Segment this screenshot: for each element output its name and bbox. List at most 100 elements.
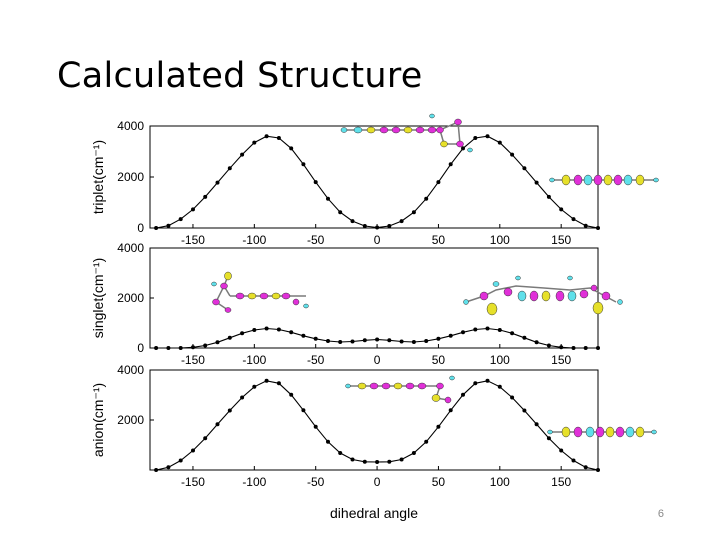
panel-triplet: -150 -100 -50 0 50 100 150 0 2000 4000 triplet(c…: [90, 119, 600, 247]
anion-data-point: [522, 408, 527, 413]
anion-data-point: [313, 424, 318, 429]
triplet-data-point: [387, 224, 392, 228]
triplet-data-point: [350, 219, 355, 224]
molecule-inset-triplet-twisted: [340, 113, 473, 153]
triplet-data-point: [276, 136, 281, 140]
anion-data-point: [350, 457, 355, 462]
anion-data-point: [596, 468, 600, 472]
triplet-y-tick-label: 0: [137, 221, 144, 235]
anion-x-tick-label: -150: [181, 475, 205, 489]
triplet-data-point: [485, 134, 490, 139]
molecule-inset-singlet-bent: [463, 275, 623, 316]
singlet-x-ticks: -150 -100 -50 0 50 100 150: [181, 344, 572, 367]
singlet-data-point: [215, 340, 220, 345]
singlet-data-point: [534, 340, 539, 345]
anion-y-tick-label: 4000: [117, 363, 144, 377]
anion-data-point: [203, 436, 208, 441]
anion-data-point: [154, 468, 159, 472]
triplet-data-point: [399, 219, 404, 224]
anion-data-point: [338, 451, 343, 455]
triplet-data-point: [424, 196, 429, 201]
triplet-x-tick-label: -50: [307, 233, 325, 247]
anion-data-point: [215, 422, 220, 427]
anion-data-point: [362, 459, 367, 464]
anion-y-tick-label: 2000: [117, 413, 144, 427]
anion-data-point: [387, 459, 392, 464]
singlet-data-point: [522, 335, 527, 340]
slide-title: Calculated Structure: [57, 56, 423, 96]
singlet-data-point: [240, 331, 245, 336]
anion-data-point: [276, 381, 281, 386]
singlet-data-point: [289, 330, 294, 335]
singlet-data-point: [178, 346, 183, 350]
singlet-data-point: [399, 339, 404, 344]
singlet-data-point: [448, 333, 453, 338]
triplet-data-point: [326, 196, 330, 201]
singlet-data-point: [227, 335, 232, 340]
anion-data-point: [178, 458, 183, 463]
singlet-data-point: [326, 339, 330, 343]
anion-x-tick-label: -100: [242, 475, 266, 489]
triplet-data-point: [510, 152, 515, 157]
triplet-data-point: [203, 194, 208, 199]
anion-data-point: [436, 424, 441, 429]
triplet-data-point: [559, 207, 564, 212]
triplet-data-point: [473, 136, 478, 140]
anion-data-point: [583, 465, 588, 470]
anion-data-point: [227, 408, 232, 413]
singlet-data-point: [154, 346, 159, 350]
molecule-inset-anion-planar: [547, 426, 657, 438]
singlet-data-point: [424, 339, 429, 343]
singlet-y-tick-label: 0: [137, 341, 144, 355]
anion-data-point: [424, 439, 429, 444]
singlet-x-tick-label: -100: [242, 353, 266, 367]
triplet-data-point: [289, 146, 294, 151]
triplet-y-ticks: 0 2000 4000: [117, 119, 154, 235]
anion-data-point: [411, 451, 416, 455]
triplet-data-point: [497, 140, 502, 145]
anion-data-point: [485, 378, 490, 383]
singlet-y-axis-title: singlet(cm⁻¹): [90, 258, 106, 339]
triplet-data-point: [522, 166, 527, 171]
triplet-x-tick-label: 0: [374, 233, 381, 247]
anion-data-point: [497, 384, 502, 389]
triplet-data-point: [227, 166, 232, 171]
panel-singlet: -150 -100 -50 0 50 100 150 0 2000 4000 singlet(c…: [90, 241, 600, 367]
anion-data-point: [252, 384, 257, 389]
anion-y-ticks: 2000 4000: [117, 363, 154, 427]
anion-data-point: [240, 395, 245, 400]
anion-data-point: [264, 378, 269, 383]
triplet-data-point: [596, 226, 600, 230]
singlet-x-tick-label: 0: [374, 353, 381, 367]
triplet-y-axis-title: triplet(cm⁻¹): [90, 140, 106, 214]
triplet-data-point: [215, 180, 220, 185]
singlet-data-point: [313, 336, 318, 341]
triplet-x-tick-label: 100: [490, 233, 510, 247]
triplet-data-point: [534, 180, 539, 185]
triplet-x-tick-label: -150: [181, 233, 205, 247]
triplet-data-point: [313, 180, 318, 185]
panel-anion: -150 -100 -50 0 50 100 150 2000 4000 anion(cm⁻¹…: [90, 363, 600, 521]
singlet-data-point: [571, 346, 576, 350]
singlet-data-point: [338, 340, 343, 344]
anion-x-tick-label: -50: [307, 475, 325, 489]
singlet-data-point: [436, 336, 441, 341]
anion-y-axis-title: anion(cm⁻¹): [90, 383, 106, 457]
triplet-data-point: [411, 210, 416, 215]
singlet-x-tick-label: 50: [432, 353, 446, 367]
triplet-y-tick-label: 4000: [117, 119, 144, 133]
triplet-data-point: [571, 217, 576, 222]
molecule-inset-anion-twisted: [345, 375, 455, 404]
anion-data-point: [559, 448, 564, 453]
triplet-data-point: [191, 207, 195, 212]
triplet-x-tick-label: -100: [242, 233, 266, 247]
anion-data-point: [461, 392, 465, 397]
triplet-data-point: [301, 162, 306, 167]
page-number: 6: [657, 508, 664, 520]
triplet-data-point: [546, 194, 551, 199]
anion-x-ticks: -150 -100 -50 0 50 100 150: [181, 466, 572, 489]
triplet-data-point: [583, 223, 588, 228]
singlet-data-point: [596, 346, 600, 350]
singlet-data-point: [510, 331, 515, 336]
